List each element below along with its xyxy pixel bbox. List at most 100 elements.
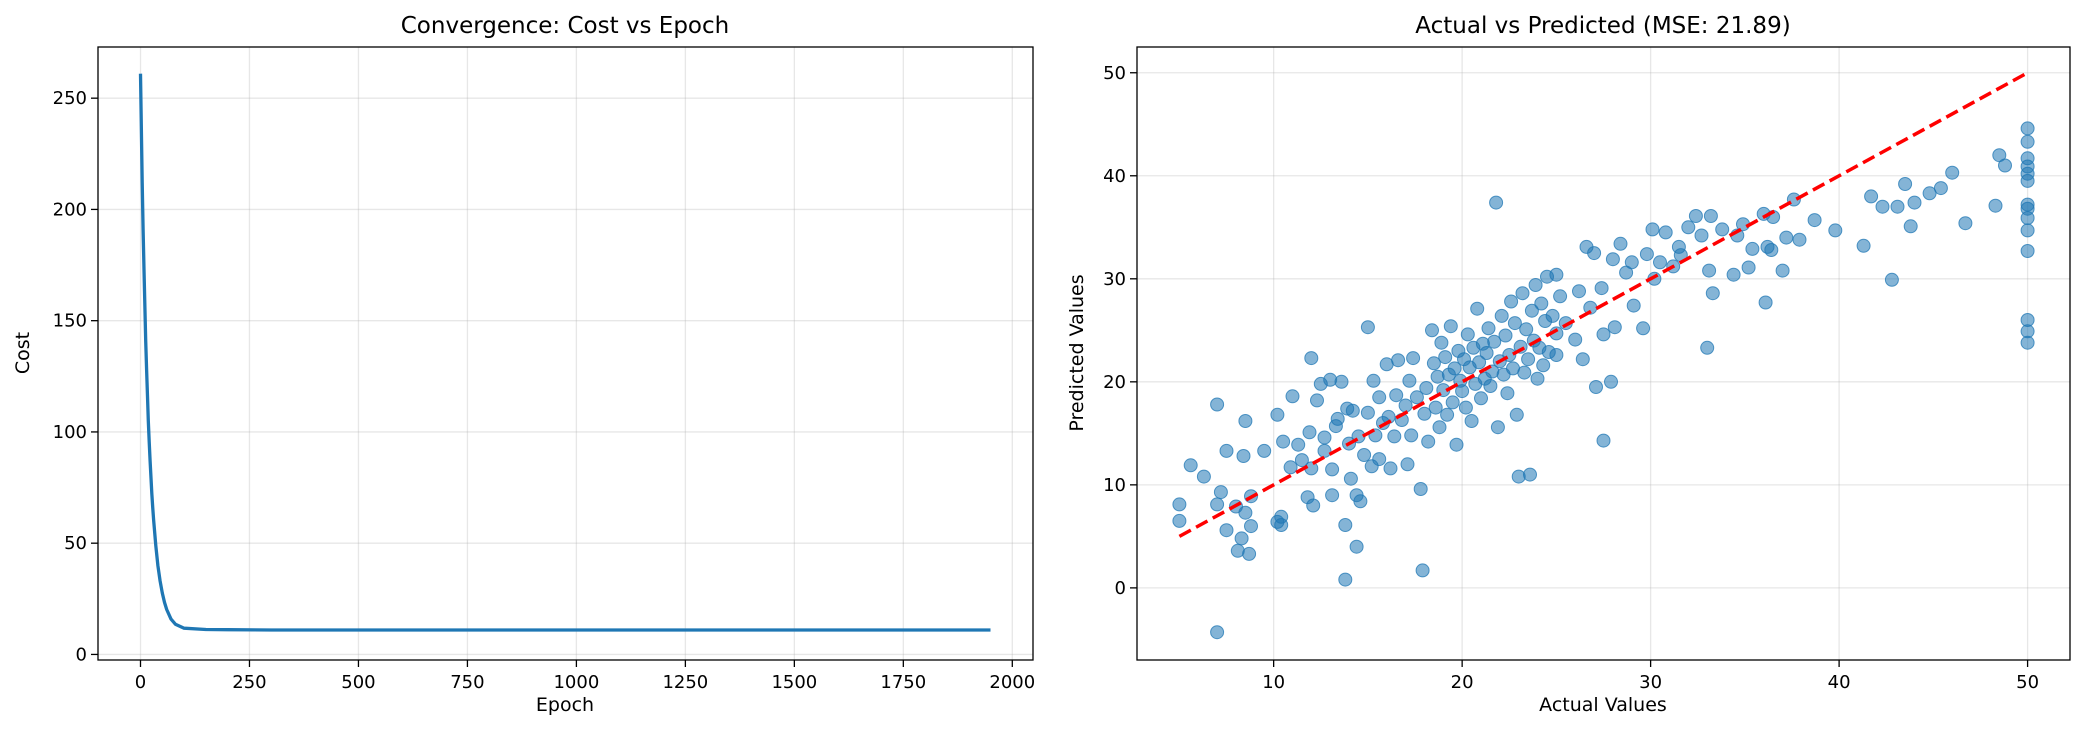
scatter-point <box>1658 225 1673 240</box>
scatter-point <box>1310 393 1324 408</box>
scatter-point <box>1434 335 1449 350</box>
cost-vs-epoch-chart: Convergence: Cost vs Epoch 0 250 500 750 100… <box>12 13 1035 716</box>
scatter-point <box>1183 458 1198 473</box>
scatter-point <box>1302 425 1317 440</box>
scatter-point <box>1483 379 1498 393</box>
scatter-point <box>1694 228 1709 243</box>
scatter-point <box>1294 453 1309 468</box>
x-tick-label: 2000 <box>989 672 1035 693</box>
scatter-point <box>1607 320 1622 335</box>
scatter-point <box>1511 469 1526 484</box>
scatter-point <box>1472 355 1487 370</box>
scatter-point <box>1323 372 1338 387</box>
scatter-point <box>1210 397 1225 412</box>
scatter-point <box>1372 390 1387 405</box>
x-tick-label: 50 <box>2016 672 2039 693</box>
scatter-point <box>1594 281 1609 296</box>
scatter-point <box>1587 246 1602 261</box>
scatter-point <box>1864 189 1879 204</box>
scatter-point <box>1504 294 1519 309</box>
scatter-point <box>1792 232 1807 247</box>
scatter-point <box>1274 509 1289 524</box>
scatter-point <box>1242 546 1257 561</box>
scatter-point <box>1705 286 1720 301</box>
scatter-point <box>1545 308 1560 323</box>
scatter-point <box>1922 186 1937 201</box>
scatter-point <box>1575 352 1590 367</box>
scatter-point <box>1330 411 1345 426</box>
scatter-point <box>1210 497 1225 512</box>
scatter-point <box>2020 223 2035 238</box>
scatter-point <box>1549 267 1564 282</box>
scatter-point <box>1645 222 1660 237</box>
scatter-point <box>1549 348 1564 362</box>
scatter-point <box>1238 505 1253 520</box>
scatter-point <box>1460 327 1475 342</box>
scatter-point <box>1406 351 1421 366</box>
y-axis-label: Cost <box>12 332 34 374</box>
scatter-point <box>1372 452 1387 467</box>
scatter-point <box>1856 238 1871 253</box>
x-tick-label: 10 <box>1262 672 1285 693</box>
scatter-point <box>1210 625 1225 640</box>
x-tick-label: 20 <box>1451 672 1474 693</box>
scatter-point <box>1553 289 1568 304</box>
plot-frame <box>97 46 1034 661</box>
plot-frame <box>1136 46 2071 661</box>
scatter-point <box>1270 407 1285 422</box>
scatter-point <box>1524 303 1539 318</box>
scatter-point <box>1636 321 1651 336</box>
y-tick-label: 100 <box>53 422 87 443</box>
scatter-point <box>1764 243 1779 257</box>
scatter-point <box>1988 198 2003 213</box>
scatter-point <box>1285 389 1300 404</box>
x-axis-label: Epoch <box>536 694 594 716</box>
x-tick-label: 1250 <box>662 672 708 693</box>
scatter-point <box>1445 395 1460 410</box>
scatter-point <box>1521 352 1536 367</box>
chart-title: Actual vs Predicted (MSE: 21.89) <box>1415 13 1790 39</box>
scatter-point <box>1458 400 1473 415</box>
scatter-point <box>1474 391 1488 406</box>
scatter-point <box>1383 461 1398 476</box>
scatter-point <box>1890 199 1905 214</box>
scatter-point <box>1317 430 1332 445</box>
scatter-point <box>1726 267 1741 282</box>
scatter-point <box>1703 209 1718 223</box>
scatter-point <box>1425 323 1439 338</box>
scatter-point <box>1517 365 1532 380</box>
scatter-point <box>1479 346 1494 360</box>
x-tick-label: 0 <box>135 672 146 693</box>
scatter-point <box>1234 531 1249 546</box>
scatter-point <box>1639 247 1654 262</box>
scatter-point <box>1653 255 1667 270</box>
scatter-point <box>1509 407 1524 422</box>
scatter-point <box>1681 220 1696 235</box>
scatter-point <box>1589 380 1603 394</box>
scatter-point <box>1417 406 1432 421</box>
scatter-point <box>1345 403 1360 418</box>
scatter-point <box>1613 236 1628 251</box>
scatter-point <box>1745 241 1760 256</box>
scatter-point <box>1568 332 1583 347</box>
scatter-point <box>1304 351 1319 366</box>
scatter-point <box>2020 335 2035 350</box>
scatter-point <box>1415 563 1430 578</box>
scatter-point <box>1498 328 1513 343</box>
scatter-point <box>1500 386 1515 401</box>
scatter-point <box>1428 400 1443 415</box>
scatter-point <box>1447 361 1462 376</box>
scatter-point <box>1758 295 1773 310</box>
scatter-point <box>1933 181 1948 196</box>
scatter-point <box>1494 308 1509 323</box>
scatter-point <box>1172 513 1187 528</box>
scatter-point <box>2020 121 2035 136</box>
scatter-point <box>1455 384 1470 399</box>
scatter-point <box>1353 494 1368 509</box>
scatter-point <box>1338 518 1353 532</box>
scatter-point <box>1487 334 1502 349</box>
scatter-point <box>1438 350 1453 365</box>
scatter-point <box>1958 216 1973 231</box>
scatter-point <box>1244 519 1258 534</box>
